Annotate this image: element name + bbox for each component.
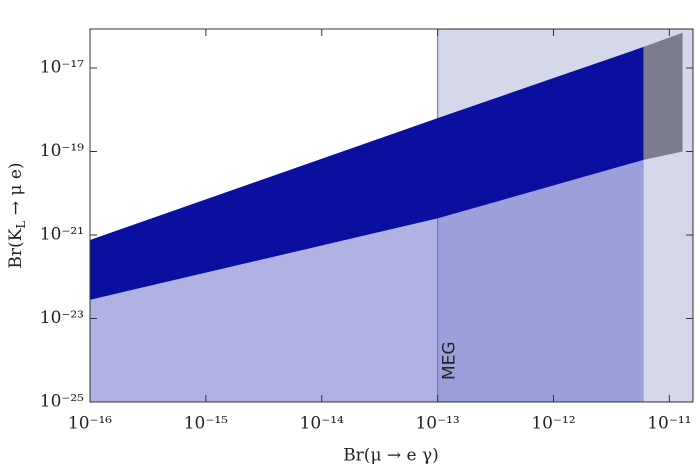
y-tick-label: 10⁻²³: [40, 308, 84, 328]
x-axis-label: Br(μ → e γ): [343, 446, 439, 466]
x-tick-label: 10⁻¹²: [531, 414, 575, 434]
y-tick-label: 10⁻¹⁹: [40, 141, 84, 161]
scatter-region: [90, 46, 644, 300]
y-tick-label: 10⁻¹⁷: [40, 58, 84, 78]
y-axis-label: Br(KL → μ e): [6, 162, 28, 268]
meg-label: MEG: [440, 341, 460, 380]
x-tick-label: 10⁻¹³: [415, 414, 459, 434]
x-tick-label: 10⁻¹⁴: [300, 414, 344, 434]
plot: [90, 29, 693, 402]
scatter-region: [643, 32, 683, 160]
x-tick-label: 10⁻¹⁵: [184, 414, 228, 434]
plot-frame: [89, 28, 694, 403]
scatter-region: [90, 159, 644, 402]
y-tick-label: 10⁻²⁵: [40, 392, 84, 412]
y-tick-label: 10⁻²¹: [40, 225, 84, 245]
x-tick-label: 10⁻¹¹: [647, 414, 691, 434]
x-tick-label: 10⁻¹⁶: [68, 414, 112, 434]
